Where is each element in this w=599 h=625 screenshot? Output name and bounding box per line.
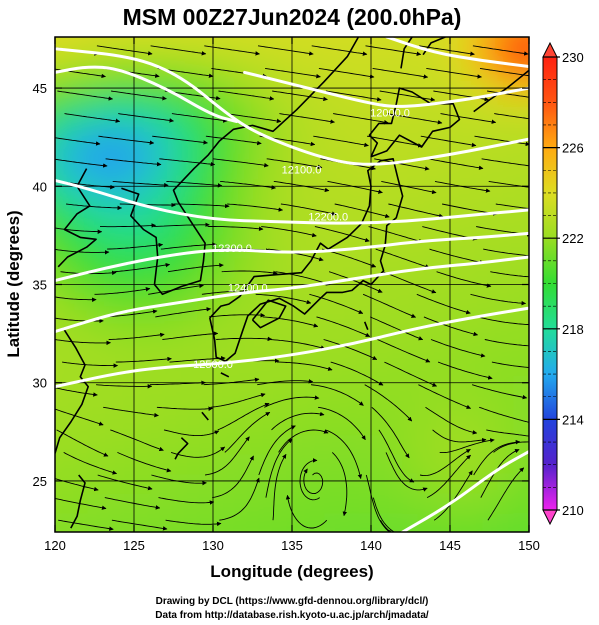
y-tick-label: 35 (33, 278, 47, 293)
y-tick-label: 25 (33, 474, 47, 489)
colorbar: 210 214 218 222 226 230 (542, 41, 584, 526)
plot-area: 12100.0 12000.0 12200.0 12300.0 12400.0 12500… (33, 36, 540, 553)
lat-lon-grid (55, 37, 529, 532)
height-contour (55, 47, 529, 166)
colorbar-tick-label: 230 (562, 50, 584, 65)
chart-title: MSM 00Z27Jun2024 (200.0hPa) (123, 4, 462, 30)
colorbar-tick-label: 218 (562, 322, 584, 337)
x-tick-label: 130 (202, 538, 224, 553)
height-contour (55, 65, 239, 123)
contour-label: 12300.0 (212, 243, 252, 255)
x-axis: 120 125 130 135 140 145 150 (44, 37, 540, 553)
contour-label: 12100.0 (282, 165, 322, 177)
contour-label: 12000.0 (370, 108, 410, 120)
x-tick-label: 125 (123, 538, 145, 553)
colorbar-tick-label: 226 (562, 141, 584, 156)
height-contour (55, 306, 529, 389)
contour-label: 12500.0 (193, 359, 233, 371)
credit-data: Data from http://database.rish.kyoto-u.a… (155, 610, 429, 621)
height-contour (401, 450, 529, 532)
y-tick-label: 30 (33, 376, 47, 391)
y-tick-label: 40 (33, 179, 47, 194)
x-axis-title: Longitude (degrees) (210, 562, 373, 581)
contour-label: 12400.0 (228, 282, 268, 294)
height-contour (385, 37, 529, 68)
colorbar-max-arrow (542, 41, 558, 58)
colorbar-tick-label: 222 (562, 231, 584, 246)
contour-label: 12200.0 (308, 212, 348, 224)
y-tick-label: 45 (33, 81, 47, 96)
x-tick-label: 140 (360, 538, 382, 553)
height-contour (55, 231, 529, 283)
height-contours (55, 37, 529, 532)
colorbar-min-arrow (542, 509, 558, 526)
x-tick-label: 150 (518, 538, 540, 553)
colorbar-tick-label: 214 (562, 412, 584, 427)
x-tick-label: 145 (439, 538, 461, 553)
colorbar-tick-label: 210 (562, 503, 584, 518)
height-contour (55, 178, 529, 225)
y-axis: 25 30 35 40 45 (33, 81, 529, 489)
y-axis-title: Latitude (degrees) (4, 210, 23, 357)
height-contour (55, 255, 529, 334)
x-tick-label: 135 (281, 538, 303, 553)
height-contour (243, 70, 529, 108)
credit-dcl: Drawing by DCL (https://www.gfd-dennou.o… (156, 596, 429, 607)
x-tick-label: 120 (44, 538, 66, 553)
contour-labels: 12100.0 12000.0 12200.0 12300.0 12400.0 12500… (193, 108, 410, 371)
